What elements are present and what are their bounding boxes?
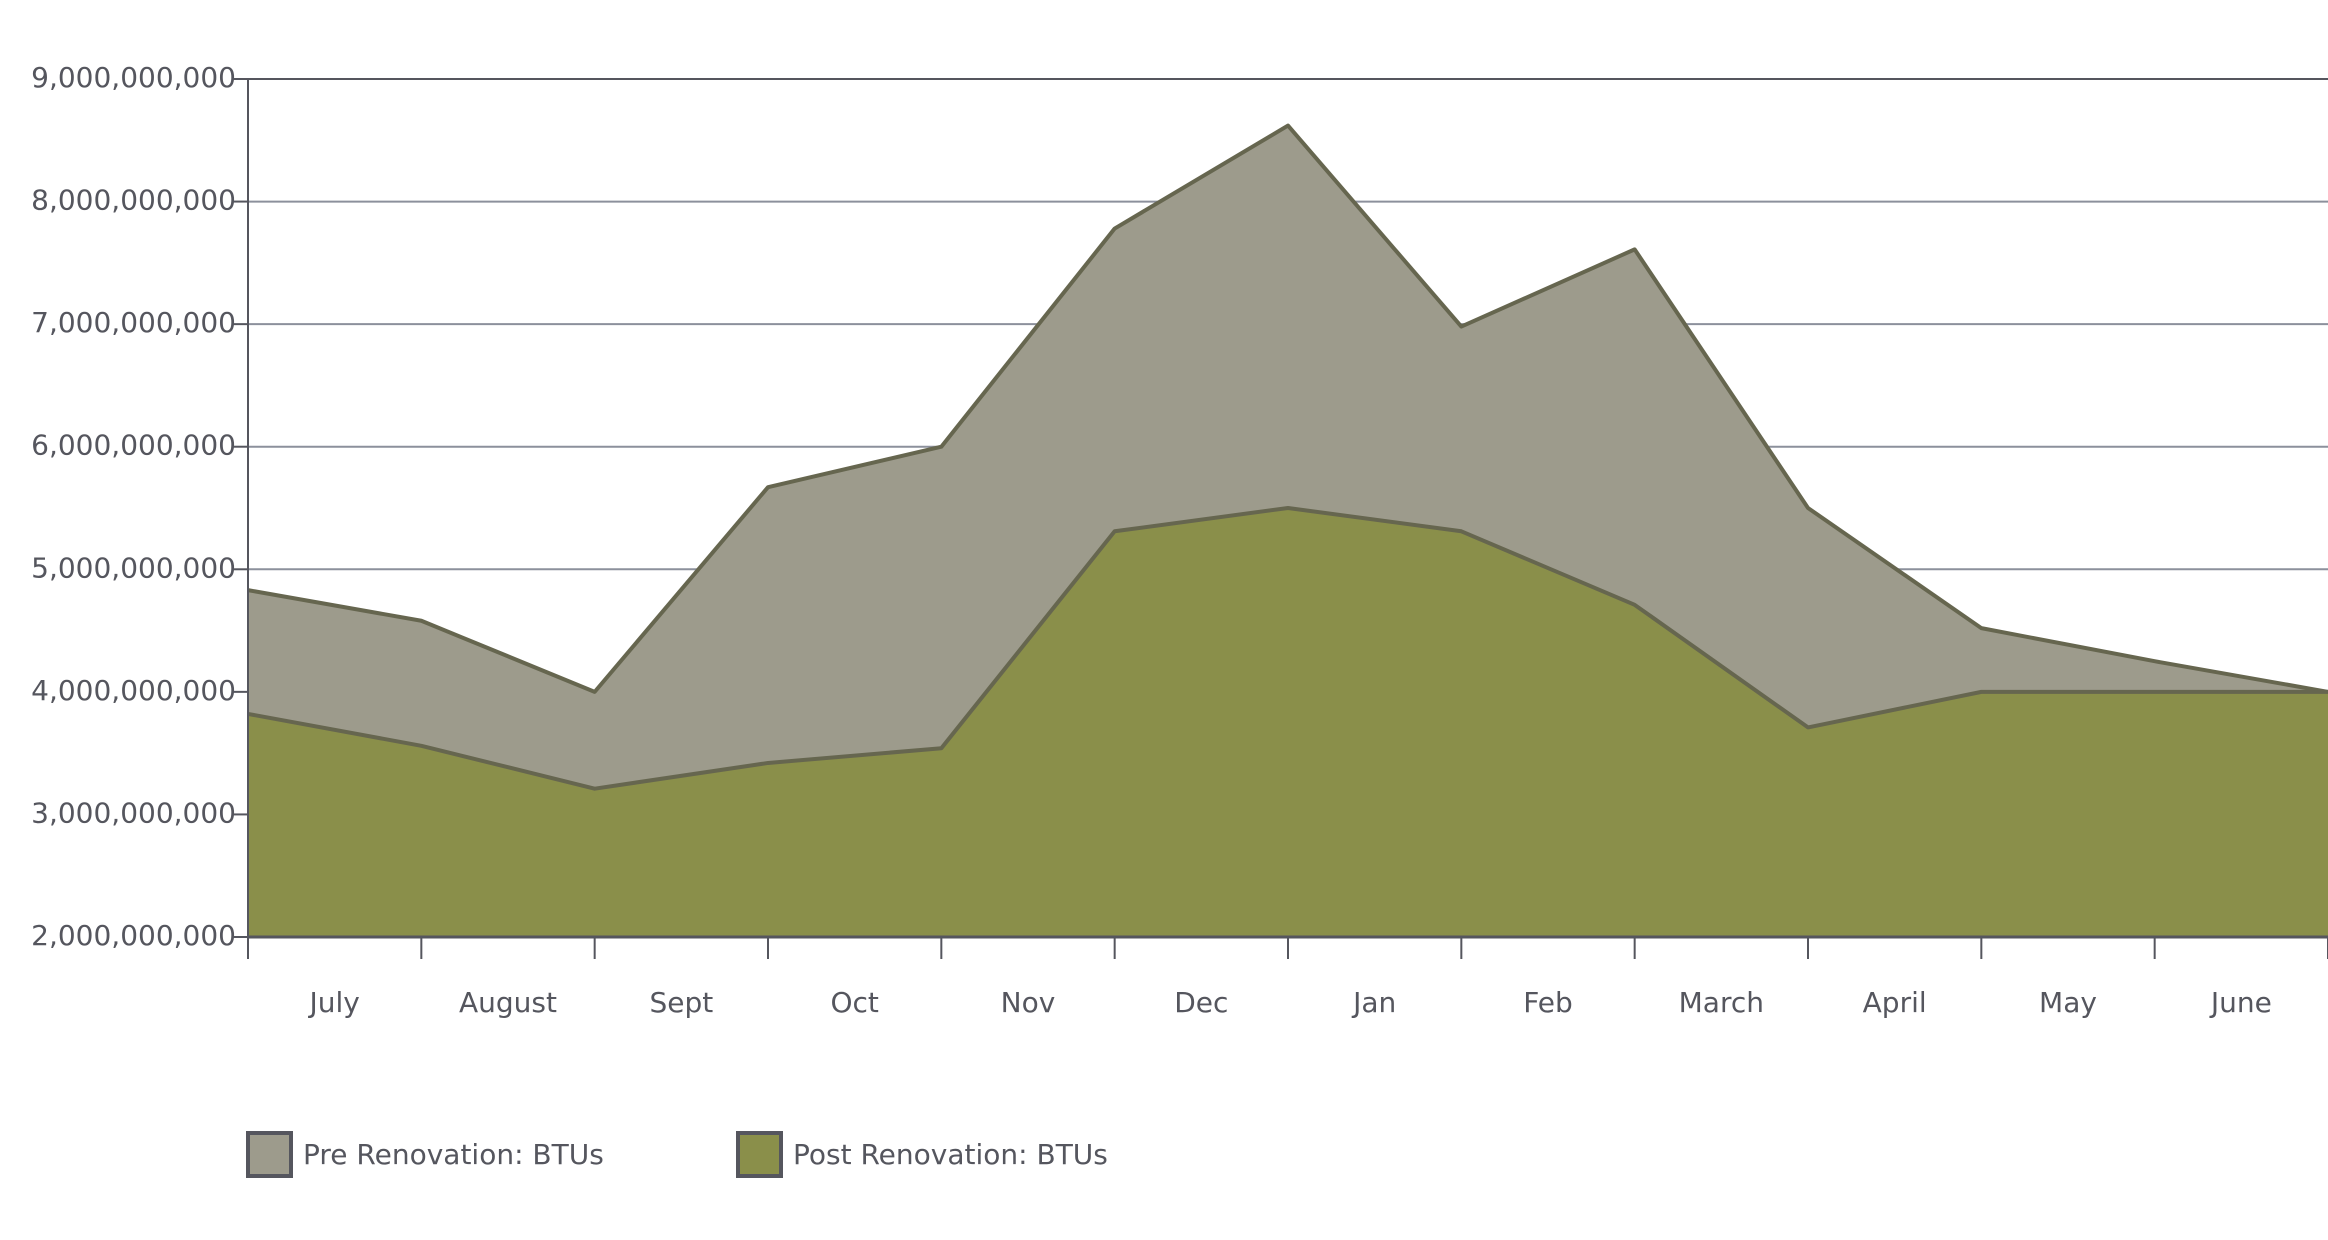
area-line <box>247 506 2328 791</box>
x-tick-label: Dec <box>1174 986 1228 1019</box>
x-tick-label: Jan <box>1351 986 1396 1019</box>
x-tick-label: March <box>1679 986 1764 1019</box>
x-tick-label: July <box>307 986 359 1019</box>
x-tick-label: June <box>2209 986 2272 1019</box>
legend-swatch <box>736 1131 783 1178</box>
area-line <box>247 123 2328 694</box>
legend-label: Pre Renovation: BTUs <box>303 1138 604 1171</box>
x-tick-label: Feb <box>1523 986 1573 1019</box>
y-tick-label: 2,000,000,000 <box>31 919 236 952</box>
legend-swatch <box>246 1131 293 1178</box>
areas <box>247 123 2328 937</box>
x-tick-label: Sept <box>649 986 713 1019</box>
y-tick-label: 5,000,000,000 <box>31 551 236 584</box>
y-tick-label: 3,000,000,000 <box>31 796 236 829</box>
area <box>248 508 2328 937</box>
x-tick-label: August <box>459 986 557 1019</box>
y-tick-label: 4,000,000,000 <box>31 674 236 707</box>
legend-label: Post Renovation: BTUs <box>793 1138 1108 1171</box>
y-tick-label: 8,000,000,000 <box>31 184 236 217</box>
y-tick-label: 9,000,000,000 <box>31 61 236 94</box>
x-tick-label: May <box>2039 986 2097 1019</box>
legend: Pre Renovation: BTUs Post Renovation: BTU… <box>246 1131 1108 1178</box>
axes: 2,000,000,000 3,000,000,000 4,000,000,000 5… <box>31 61 2328 1019</box>
y-tick-label: 7,000,000,000 <box>31 306 236 339</box>
x-tick-label: Oct <box>830 986 878 1019</box>
y-tick-label: 6,000,000,000 <box>31 429 236 462</box>
x-tick-label: April <box>1863 986 1927 1019</box>
x-tick-label: Nov <box>1001 986 1056 1019</box>
